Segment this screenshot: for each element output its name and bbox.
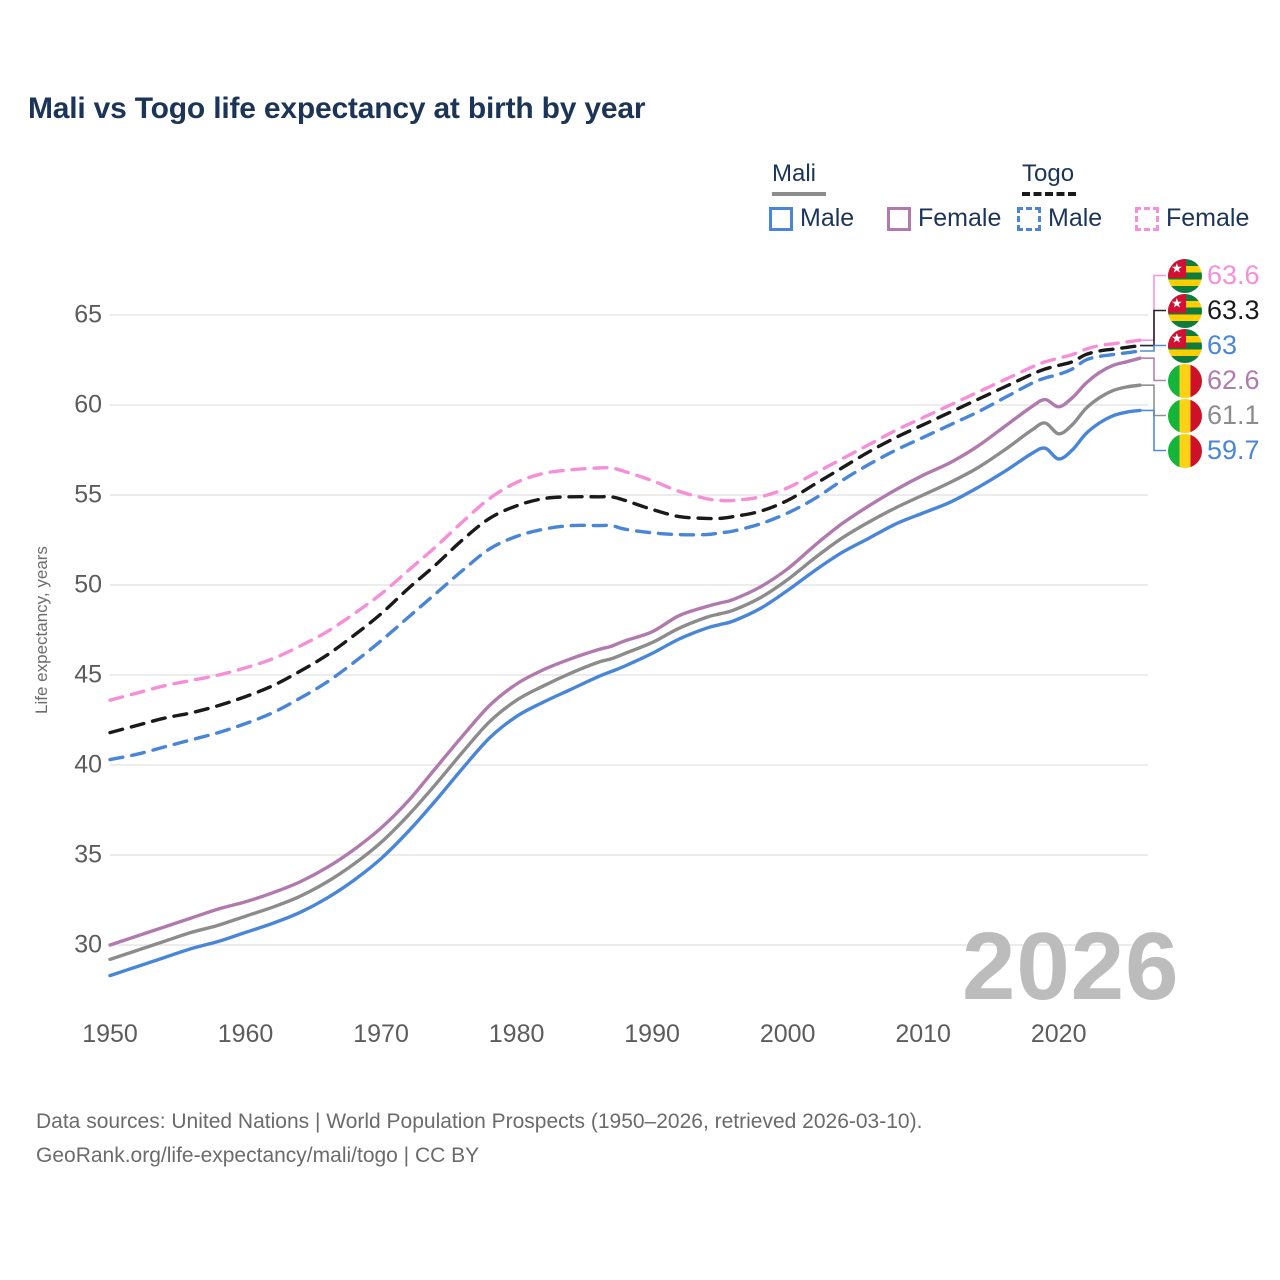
star-icon: ★ xyxy=(1171,330,1183,346)
chart-canvas xyxy=(108,274,1166,978)
end-label-value: 61.1 xyxy=(1207,400,1260,430)
end-label-mali-3: 62.6 xyxy=(1168,363,1260,398)
end-label-value: 62.6 xyxy=(1207,365,1260,395)
star-icon: ★ xyxy=(1171,260,1183,276)
legend-group-rule-mali xyxy=(772,192,826,196)
series-line xyxy=(108,349,1142,762)
mali-flag-icon xyxy=(1168,433,1202,468)
legend-swatch-togo-male xyxy=(1017,206,1041,231)
end-label-value: 63.3 xyxy=(1207,295,1260,325)
page-title: Mali vs Togo life expectancy at birth by… xyxy=(28,92,646,125)
footer-sources: Data sources: United Nations | World Pop… xyxy=(36,1105,922,1173)
legend-item-mali-male[interactable]: Male xyxy=(769,204,854,233)
end-label-togo-2: ★ 63 xyxy=(1168,328,1238,363)
footer-line-1: Data sources: United Nations | World Pop… xyxy=(36,1110,923,1133)
end-label-leader xyxy=(1140,274,1166,341)
legend-item-togo-female[interactable]: Female xyxy=(1135,204,1249,233)
legend-group-togo: Togo xyxy=(1022,160,1075,187)
end-label-leader xyxy=(1140,357,1166,382)
x-tick-label: 1980 xyxy=(488,1020,545,1048)
x-tick-label: 1970 xyxy=(353,1020,409,1048)
legend-label-togo-female: Female xyxy=(1166,204,1250,232)
end-label-leader xyxy=(1140,309,1166,347)
mali-flag-icon xyxy=(1168,363,1202,398)
x-tick-label: 1990 xyxy=(624,1020,680,1048)
end-label-togo-1: ★ 63.3 xyxy=(1168,293,1260,328)
footer-line-2: GeoRank.org/life-expectancy/mali/togo | … xyxy=(36,1144,480,1168)
togo-flag-canton: ★ xyxy=(1168,258,1186,279)
legend-group-rule-togo xyxy=(1022,192,1076,196)
end-label-leader xyxy=(1140,344,1166,352)
legend-label-mali-female: Female xyxy=(918,204,1002,232)
y-tick-label: 60 xyxy=(74,390,102,419)
end-label-value: 59.7 xyxy=(1207,435,1260,465)
legend-swatch-mali-female xyxy=(887,206,911,231)
x-tick-label: 1960 xyxy=(217,1020,274,1048)
end-label-leader xyxy=(1140,384,1166,417)
series-line xyxy=(108,338,1142,702)
y-tick-label: 35 xyxy=(74,840,102,869)
chart-legend: Mali Togo Male Female Male Female xyxy=(745,160,1255,240)
series-line xyxy=(108,343,1142,735)
end-label-leader xyxy=(1140,409,1166,452)
plot-area: Life expectancy, years 30 35 40 45 50 55 60 65 … xyxy=(0,250,1280,1048)
y-tick-label: 55 xyxy=(74,480,102,509)
star-icon: ★ xyxy=(1171,295,1183,311)
legend-group-mali: Mali xyxy=(772,160,817,187)
series-line xyxy=(108,383,1142,962)
legend-item-mali-female[interactable]: Female xyxy=(887,204,1001,233)
togo-flag-canton: ★ xyxy=(1168,328,1186,349)
end-label-togo-0: ★ 63.6 xyxy=(1168,258,1260,293)
year-watermark: 2026 xyxy=(962,913,1180,1020)
y-tick-label: 45 xyxy=(74,660,102,689)
togo-flag-canton: ★ xyxy=(1168,293,1186,314)
legend-swatch-mali-male xyxy=(769,206,793,231)
legend-label-togo-male: Male xyxy=(1048,204,1103,232)
y-axis-title: Life expectancy, years xyxy=(32,546,51,714)
y-tick-label: 30 xyxy=(74,930,102,959)
end-label-value: 63.6 xyxy=(1207,260,1260,290)
togo-flag-icon: ★ xyxy=(1168,258,1202,293)
series-line xyxy=(108,408,1142,978)
togo-flag-icon: ★ xyxy=(1168,328,1202,363)
x-tick-label: 2020 xyxy=(1030,1020,1087,1048)
x-tick-label: 1950 xyxy=(82,1020,138,1048)
end-label-mali-4: 61.1 xyxy=(1168,398,1260,433)
y-tick-label: 65 xyxy=(74,300,102,329)
togo-flag-icon: ★ xyxy=(1168,293,1202,328)
mali-flag-icon xyxy=(1168,398,1202,433)
legend-item-togo-male[interactable]: Male xyxy=(1017,204,1102,233)
series-line xyxy=(108,356,1142,947)
x-tick-label: 2000 xyxy=(759,1020,816,1048)
legend-label-mali-male: Male xyxy=(800,204,855,232)
x-tick-label: 2010 xyxy=(895,1020,951,1048)
end-label-value: 63 xyxy=(1207,330,1238,360)
legend-swatch-togo-female xyxy=(1135,206,1159,231)
end-label-mali-5: 59.7 xyxy=(1168,433,1260,468)
y-tick-label: 50 xyxy=(74,570,102,599)
y-tick-label: 40 xyxy=(74,750,102,779)
